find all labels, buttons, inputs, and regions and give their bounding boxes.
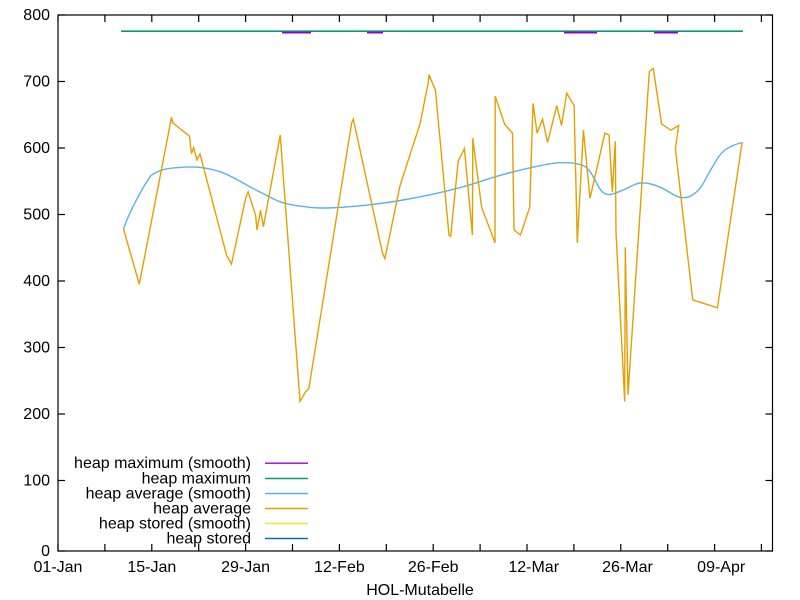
svg-text:700: 700 <box>23 74 50 91</box>
svg-text:01-Jan: 01-Jan <box>34 559 83 576</box>
svg-text:400: 400 <box>23 273 50 290</box>
svg-text:600: 600 <box>23 140 50 157</box>
svg-text:300: 300 <box>23 340 50 357</box>
svg-text:12-Feb: 12-Feb <box>314 559 365 576</box>
svg-text:500: 500 <box>23 207 50 224</box>
svg-text:800: 800 <box>23 7 50 24</box>
svg-text:12-Mar: 12-Mar <box>508 559 559 576</box>
svg-text:100: 100 <box>23 473 50 490</box>
svg-text:HOL-Mutabelle: HOL-Mutabelle <box>366 582 474 599</box>
svg-text:0: 0 <box>41 543 50 560</box>
svg-text:29-Jan: 29-Jan <box>221 559 270 576</box>
svg-text:heap stored: heap stored <box>166 531 251 548</box>
svg-text:26-Feb: 26-Feb <box>408 559 459 576</box>
svg-text:26-Mar: 26-Mar <box>602 559 653 576</box>
svg-text:09-Apr: 09-Apr <box>697 559 746 576</box>
svg-text:15-Jan: 15-Jan <box>127 559 176 576</box>
svg-text:200: 200 <box>23 406 50 423</box>
